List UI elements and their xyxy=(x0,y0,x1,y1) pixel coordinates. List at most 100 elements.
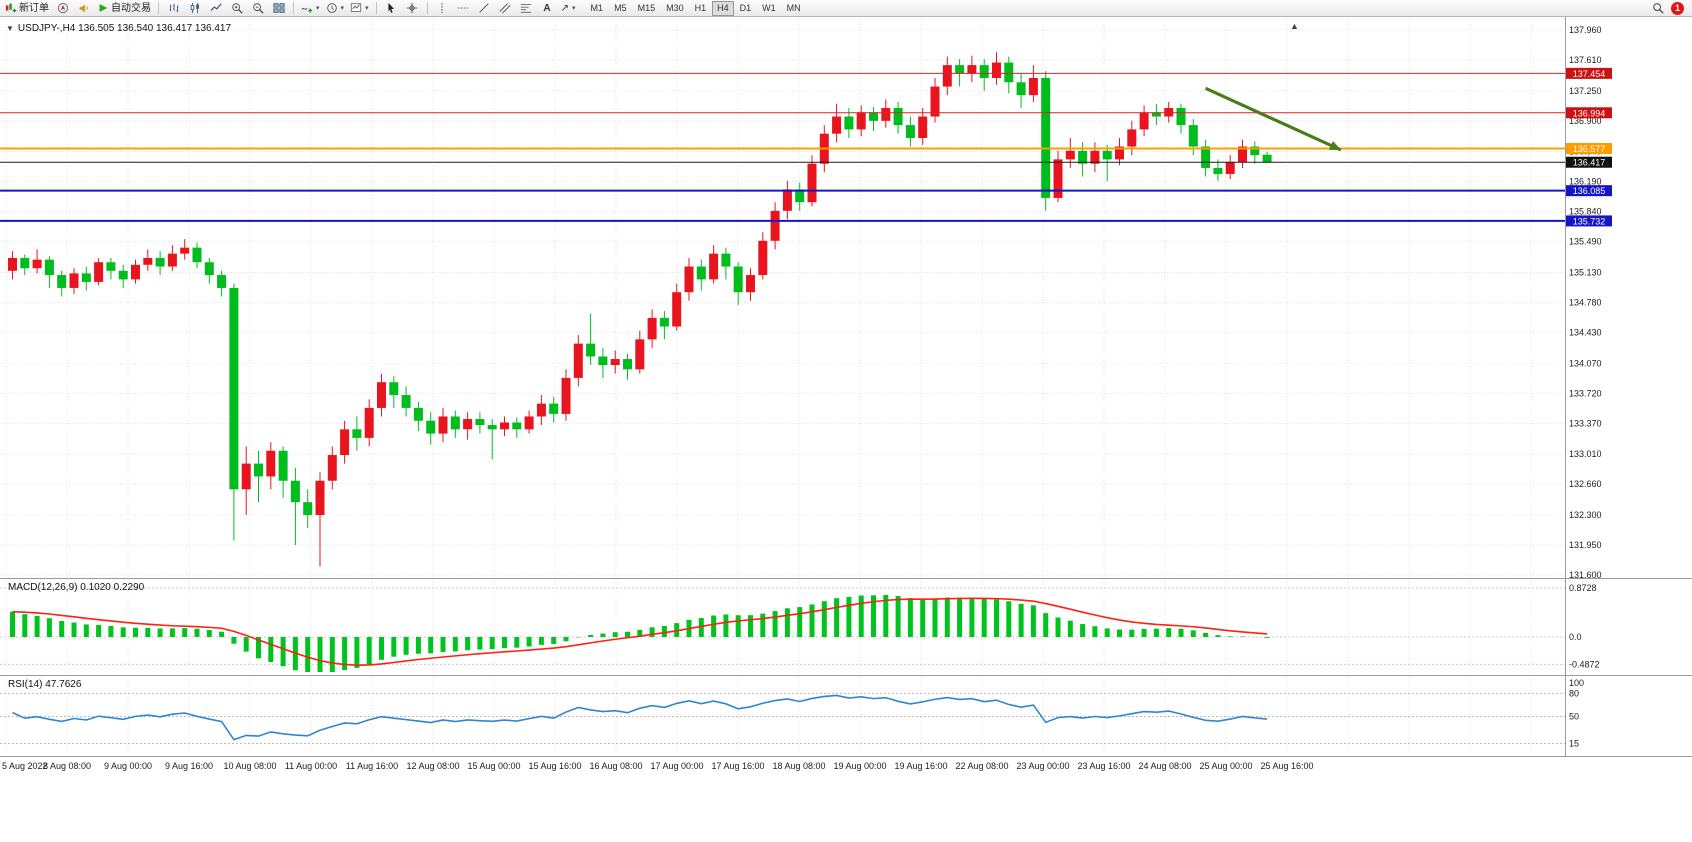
price-axis-label: 136.190 xyxy=(1569,177,1602,187)
line-chart-icon xyxy=(209,3,222,11)
indicators-button[interactable]: ▾ xyxy=(299,1,322,16)
cursor-button[interactable] xyxy=(382,1,401,16)
rsi-name: RSI(14) xyxy=(8,679,43,690)
text-tool-button[interactable]: A xyxy=(538,1,557,16)
macd-indicator-label: MACD(12,26,9) 0.1020 0.2290 xyxy=(8,582,144,593)
candle-body xyxy=(340,429,350,456)
candle-body xyxy=(746,275,755,293)
candle-body xyxy=(844,116,854,130)
megaphone-button[interactable] xyxy=(74,1,93,16)
candle-body xyxy=(869,112,878,121)
timeframe-button-mn[interactable]: MN xyxy=(786,2,801,13)
timeframe-button-h1[interactable]: H1 xyxy=(694,2,707,13)
candle-body xyxy=(377,382,386,408)
candle-body xyxy=(930,86,940,117)
collapse-arrow-icon[interactable]: ▼ xyxy=(6,24,14,33)
candlestick-chart-icon xyxy=(190,2,199,14)
candle-body xyxy=(278,450,288,481)
candle-body xyxy=(770,210,780,241)
horizontal-line-tool-button[interactable] xyxy=(454,1,473,16)
zoom-out-button[interactable] xyxy=(248,1,267,16)
candle-body xyxy=(942,65,952,87)
candle-body xyxy=(832,116,842,134)
level-price-label-text: 136.577 xyxy=(1573,144,1606,154)
cursor-icon xyxy=(388,2,395,13)
periods-caret: ▾ xyxy=(340,4,345,12)
trend-arrow[interactable] xyxy=(1204,86,1342,152)
macd-signal-line xyxy=(12,597,1268,666)
price-axis-label: 135.490 xyxy=(1569,237,1602,247)
new-order-button[interactable]: 新订单 xyxy=(3,1,51,16)
candle-body xyxy=(1090,150,1100,164)
price-axis-label: 136.900 xyxy=(1569,116,1602,126)
candle-body xyxy=(893,107,903,126)
scroll-to-end-marker[interactable]: ▲ xyxy=(1290,21,1299,31)
crosshair-button[interactable] xyxy=(403,1,422,16)
periods-button[interactable]: ▾ xyxy=(324,1,347,16)
timeframe-button-m5[interactable]: M5 xyxy=(614,2,627,13)
fibonacci-tool-button[interactable] xyxy=(517,1,536,16)
megaphone-icon xyxy=(79,4,88,13)
timeframe-button-m15[interactable]: M15 xyxy=(637,2,656,13)
timeframe-group: M1 M5 M15 M30 H1 H4 D1 W1 MN xyxy=(586,0,806,16)
candle-body xyxy=(352,429,362,438)
autotrade-button[interactable]: 自动交易 xyxy=(95,1,153,16)
search-icon[interactable] xyxy=(1652,2,1664,14)
timeframe-button-m30[interactable]: M30 xyxy=(666,2,684,13)
templates-button[interactable]: ▾ xyxy=(348,1,371,16)
templates-icon xyxy=(350,3,362,12)
zoom-in-button[interactable] xyxy=(227,1,246,16)
candle-body xyxy=(1041,77,1051,198)
candle-body xyxy=(807,163,817,203)
candle-body xyxy=(254,463,263,477)
time-axis-label: 5 Aug 2022 xyxy=(2,761,48,771)
rsi-axis-label: 15 xyxy=(1569,738,1579,748)
time-axis-label: 12 Aug 08:00 xyxy=(406,761,459,771)
compass-button[interactable] xyxy=(53,1,72,16)
toolbar-separator xyxy=(158,2,159,14)
candle-body xyxy=(487,425,497,430)
candlestick-chart-button[interactable] xyxy=(185,1,204,16)
candle-body xyxy=(1102,150,1112,160)
price-axis-label: 133.010 xyxy=(1569,449,1602,459)
time-axis-label: 25 Aug 16:00 xyxy=(1260,761,1313,771)
candle-body xyxy=(1164,107,1174,117)
timeframe-button-d1[interactable]: D1 xyxy=(739,2,752,13)
candle-body xyxy=(586,343,596,357)
toolbar: 新订单 自动交易 ▾ ▾ ▾ xyxy=(0,0,1692,17)
candle-body xyxy=(1065,150,1075,160)
candle-body xyxy=(143,257,153,265)
rsi-line xyxy=(12,694,1268,741)
notification-badge[interactable]: 1 xyxy=(1671,1,1684,15)
tile-windows-button[interactable] xyxy=(269,1,288,16)
candle-body xyxy=(438,416,448,434)
level-price-label-text: 135.732 xyxy=(1573,216,1606,226)
toolbar-separator xyxy=(426,2,428,14)
bar-chart-button[interactable] xyxy=(164,1,183,16)
candle-body xyxy=(733,266,743,293)
arrows-caret: ▾ xyxy=(571,4,576,12)
vertical-line-tool-button[interactable] xyxy=(433,1,452,16)
rsi-axis-label: 80 xyxy=(1569,688,1579,698)
candle-body xyxy=(20,257,30,269)
level-price-label-box xyxy=(1566,67,1612,79)
trendline-tool-button[interactable] xyxy=(475,1,494,16)
candle-body xyxy=(758,240,768,276)
candle-body xyxy=(967,65,977,74)
timeframe-button-w1[interactable]: W1 xyxy=(762,2,776,13)
current-price-label-box xyxy=(1566,156,1612,168)
channel-tool-button[interactable] xyxy=(496,1,515,16)
candle-body xyxy=(684,266,694,293)
candle-body xyxy=(118,270,128,280)
timeframe-button-m1[interactable]: M1 xyxy=(590,2,604,13)
arrows-tool-button[interactable]: ↗ ▾ xyxy=(559,1,578,16)
candle-body xyxy=(721,253,731,267)
candle-body xyxy=(450,416,460,430)
line-chart-button[interactable] xyxy=(206,1,225,16)
time-axis-label: 18 Aug 08:00 xyxy=(772,761,825,771)
time-axis-label: 19 Aug 16:00 xyxy=(894,761,947,771)
text-tool-icon: A xyxy=(543,2,551,14)
price-axis-label: 132.300 xyxy=(1569,510,1602,520)
timeframe-button-h4[interactable]: H4 xyxy=(712,0,734,16)
